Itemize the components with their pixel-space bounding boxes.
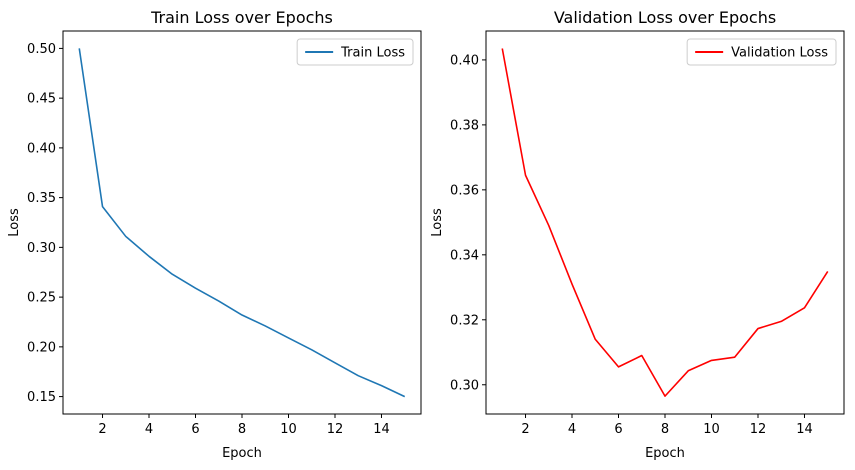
series-line: [78, 48, 406, 398]
x-tick-label: 2: [98, 422, 106, 437]
x-tick-label: 6: [191, 422, 199, 437]
series-line: [501, 48, 829, 397]
y-tick-label: 0.50: [27, 42, 56, 57]
y-tick-label: 0.45: [27, 92, 56, 107]
y-tick-label: 0.20: [27, 340, 56, 355]
train-loss-chart: Train Loss over Epochs Epoch Loss 2 4 6 8 10…: [7, 8, 422, 461]
x-tick-label: 10: [280, 422, 297, 437]
legend-label: Train Loss: [340, 46, 405, 61]
legend: Validation Loss: [686, 38, 837, 66]
plot-frame: [485, 30, 845, 415]
series-group: [501, 48, 829, 397]
y-tick-label: 0.38: [450, 118, 479, 133]
y-tick-label: 0.30: [27, 241, 56, 256]
legend: Train Loss: [296, 38, 414, 66]
x-tick-label: 12: [327, 422, 344, 437]
chart-title: Validation Loss over Epochs: [554, 8, 776, 27]
y-tick-label: 0.34: [450, 248, 479, 263]
x-tick-label: 14: [373, 422, 390, 437]
x-tick-label: 2: [521, 422, 529, 437]
x-axis-label: Epoch: [645, 446, 685, 461]
x-tick-label: 14: [796, 422, 813, 437]
tick-group: 2 4 6 8 10 12 14 0.15 0.20 0.25 0.30 0.35 0.40 0.45 0.…: [27, 42, 390, 437]
validation-loss-chart: Validation Loss over Epochs Epoch Loss 2…: [430, 8, 845, 461]
y-tick-label: 0.15: [27, 390, 56, 405]
x-axis-label: Epoch: [222, 446, 262, 461]
y-axis-label: Loss: [430, 208, 445, 237]
y-tick-label: 0.32: [450, 313, 479, 328]
series-group: [78, 48, 406, 398]
x-tick-label: 4: [568, 422, 576, 437]
x-tick-label: 12: [750, 422, 767, 437]
legend-box: [296, 38, 414, 66]
y-axis-label: Loss: [7, 208, 22, 237]
y-tick-label: 0.40: [27, 141, 56, 156]
plot-frame: [62, 30, 422, 415]
x-tick-label: 4: [145, 422, 153, 437]
x-tick-label: 10: [703, 422, 720, 437]
tick-group: 2 4 6 8 10 12 14 0.30 0.32 0.34 0.36 0.38 0.40: [450, 53, 813, 437]
x-tick-label: 8: [238, 422, 246, 437]
legend-box: [686, 38, 837, 66]
y-tick-label: 0.36: [450, 183, 479, 198]
y-tick-label: 0.25: [27, 291, 56, 306]
y-tick-label: 0.35: [27, 191, 56, 206]
y-tick-label: 0.30: [450, 378, 479, 393]
y-tick-label: 0.40: [450, 53, 479, 68]
x-tick-label: 8: [661, 422, 669, 437]
chart-title: Train Loss over Epochs: [150, 8, 333, 27]
x-tick-label: 6: [614, 422, 622, 437]
legend-label: Validation Loss: [731, 46, 828, 61]
